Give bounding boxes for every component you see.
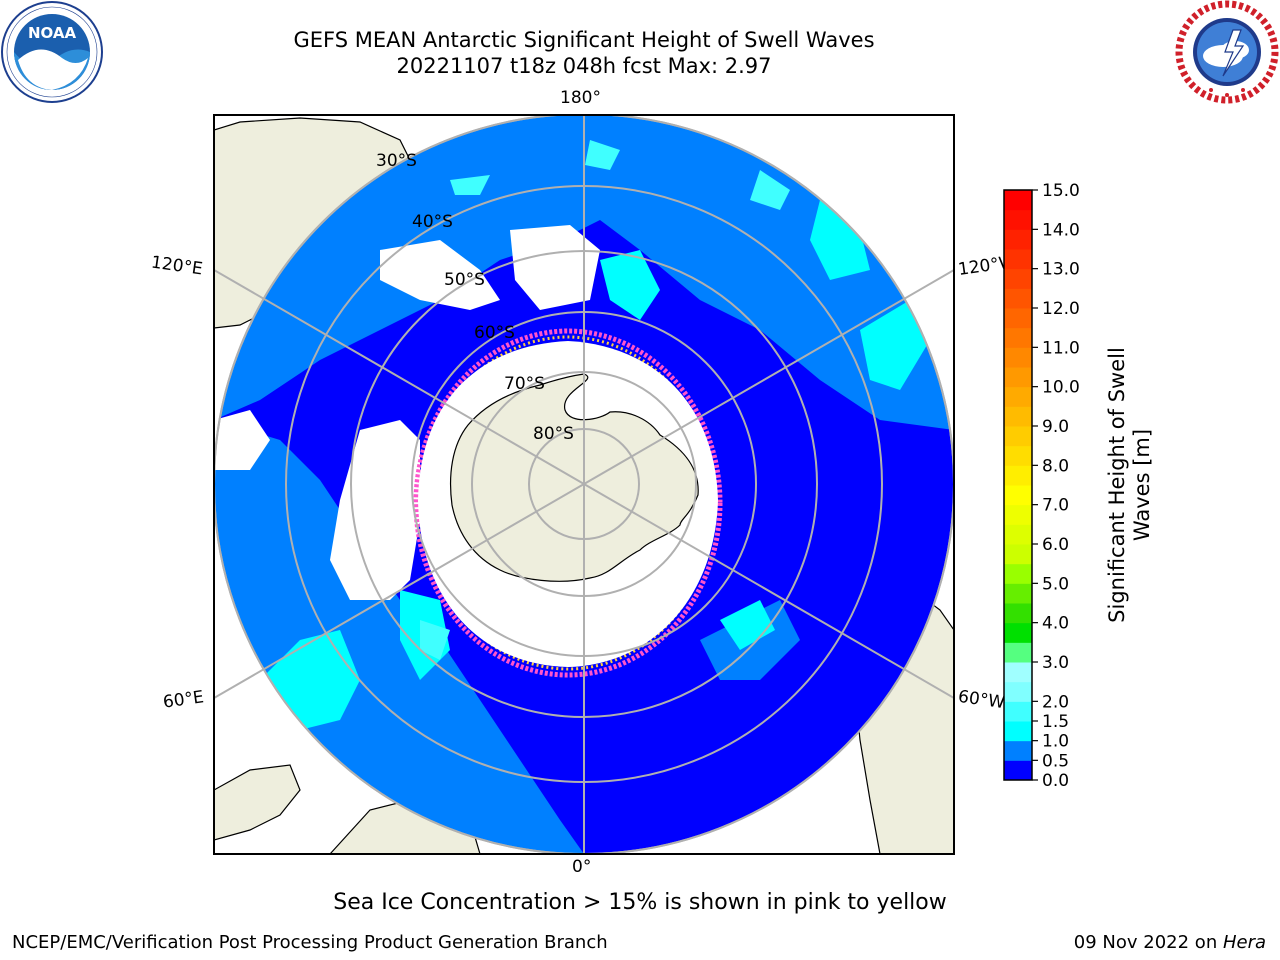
nws-logo: [1175, 0, 1279, 104]
colorbar-segment: [1004, 721, 1032, 742]
colorbar-tick-label: 12.0: [1042, 299, 1080, 319]
colorbar-segment: [1004, 760, 1032, 781]
chart-subtitle: 20221107 t18z 048h fcst Max: 2.97: [396, 54, 772, 78]
colorbar-segment: [1004, 465, 1032, 486]
colorbar-segment: [1004, 681, 1032, 702]
land-africa: [214, 764, 301, 841]
map-frame: [213, 114, 955, 855]
colorbar-segment: [1004, 229, 1032, 250]
lon-label-top: 180°: [560, 88, 601, 108]
lat-label-60: 60°S: [474, 323, 515, 343]
lat-label-80: 80°S: [533, 424, 574, 444]
swell-patch-1.5-2.0-b: [585, 140, 620, 170]
lat-label-40: 40°S: [412, 212, 453, 232]
lat-label-70: 70°S: [504, 374, 545, 394]
colorbar-tick-label: 4.0: [1042, 614, 1069, 634]
colorbar-segment: [1004, 583, 1032, 604]
colorbar-segment: [1004, 426, 1032, 447]
colorbar-segment: [1004, 386, 1032, 407]
swell-patch-1.5-2.0-a: [750, 170, 790, 210]
colorbar-tick-label: 0.5: [1042, 751, 1069, 771]
meridians: [214, 115, 954, 854]
colorbar-segment: [1004, 504, 1032, 525]
footer-credit: NCEP/EMC/Verification Post Processing Pr…: [12, 932, 608, 953]
colorbar-tick-label: 14.0: [1042, 220, 1080, 240]
swell-patch-1.0-1.5-f: [720, 600, 775, 650]
sea-ice-white-far-w: [214, 410, 270, 470]
swell-patch-1.0-1.5-e: [600, 250, 660, 320]
meridian-60E-120W: [214, 269, 954, 699]
noaa-logo: NOAA: [1, 1, 103, 103]
colorbar-segment: [1004, 662, 1032, 683]
lat-label-50: 50°S: [444, 270, 485, 290]
colorbar-segment: [1004, 288, 1032, 309]
colorbar-tick-label: 11.0: [1042, 338, 1080, 358]
sea-ice-ring-pink: [413, 328, 723, 678]
colorbar-tick-label: 13.0: [1042, 260, 1080, 280]
colorbar-segment: [1004, 249, 1032, 270]
swell-patch-1.5-2.0-d: [420, 620, 450, 660]
footer-date-text: 09 Nov 2022 on: [1073, 932, 1223, 953]
colorbar-segment: [1004, 544, 1032, 565]
colorbar-segment: [1004, 485, 1032, 506]
colorbar-tick-label: 9.0: [1042, 417, 1069, 437]
colorbar-segment: [1004, 524, 1032, 545]
chart-title: GEFS MEAN Antarctic Significant Height o…: [293, 28, 875, 52]
swell-patch-1.0-1.5-c: [810, 200, 870, 280]
colorbar-tick-label: 1.5: [1042, 712, 1069, 732]
colorbar-tick-label: 8.0: [1042, 456, 1069, 476]
colorbar-segment: [1004, 622, 1032, 643]
colorbar-segment: [1004, 445, 1032, 466]
colorbar-segment: [1004, 406, 1032, 427]
colorbar-label: Significant Height of Swell Waves [m]: [1105, 347, 1154, 623]
colorbar-segment: [1004, 563, 1032, 584]
colorbar-segment: [1004, 603, 1032, 624]
sea-ice-white-nw: [380, 240, 500, 310]
colorbar-segment: [1004, 367, 1032, 388]
colorbar-segment: [1004, 740, 1032, 761]
noaa-logo-text: NOAA: [28, 24, 77, 42]
colorbar-tick-label: 6.0: [1042, 535, 1069, 555]
colorbar-tick-label: 3.0: [1042, 653, 1069, 673]
lat-label-30: 30°S: [376, 151, 417, 171]
footer-host: Hera: [1222, 932, 1266, 953]
colorbar-tick-label: 0.0: [1042, 771, 1069, 790]
swell-patch-1.5-2.0-c: [450, 175, 490, 195]
colorbar-tick-label: 15.0: [1042, 181, 1080, 201]
colorbar-tick-label: 10.0: [1042, 378, 1080, 398]
colorbar-tick-label: 7.0: [1042, 496, 1069, 516]
colorbar-segment: [1004, 327, 1032, 348]
colorbar-segment: [1004, 642, 1032, 663]
colorbar-tick-label: 2.0: [1042, 692, 1069, 712]
colorbar-segment: [1004, 190, 1032, 211]
colorbar-segment: [1004, 347, 1032, 368]
swell-patch-1.0-1.5-d: [860, 300, 930, 390]
colorbar: 0.00.51.01.52.0 3.0 4.0 5.0 6.0 7.0 8.0 9.0 10.0…: [1003, 181, 1080, 790]
colorbar-tick-label: 5.0: [1042, 574, 1069, 594]
lon-label-bottom: 0°: [572, 857, 592, 877]
sea-ice-white-n: [510, 225, 600, 310]
colorbar-segment: [1004, 701, 1032, 722]
colorbar-segment: [1004, 268, 1032, 289]
colorbar-segment: [1004, 209, 1032, 230]
footer-date: 09 Nov 2022 on Hera: [1074, 932, 1266, 953]
sea-ice-caption: Sea Ice Concentration > 15% is shown in …: [333, 890, 947, 915]
colorbar-tick-label: 1.0: [1042, 732, 1069, 752]
colorbar-segment: [1004, 308, 1032, 329]
colorbar-frame: [1003, 189, 1033, 781]
